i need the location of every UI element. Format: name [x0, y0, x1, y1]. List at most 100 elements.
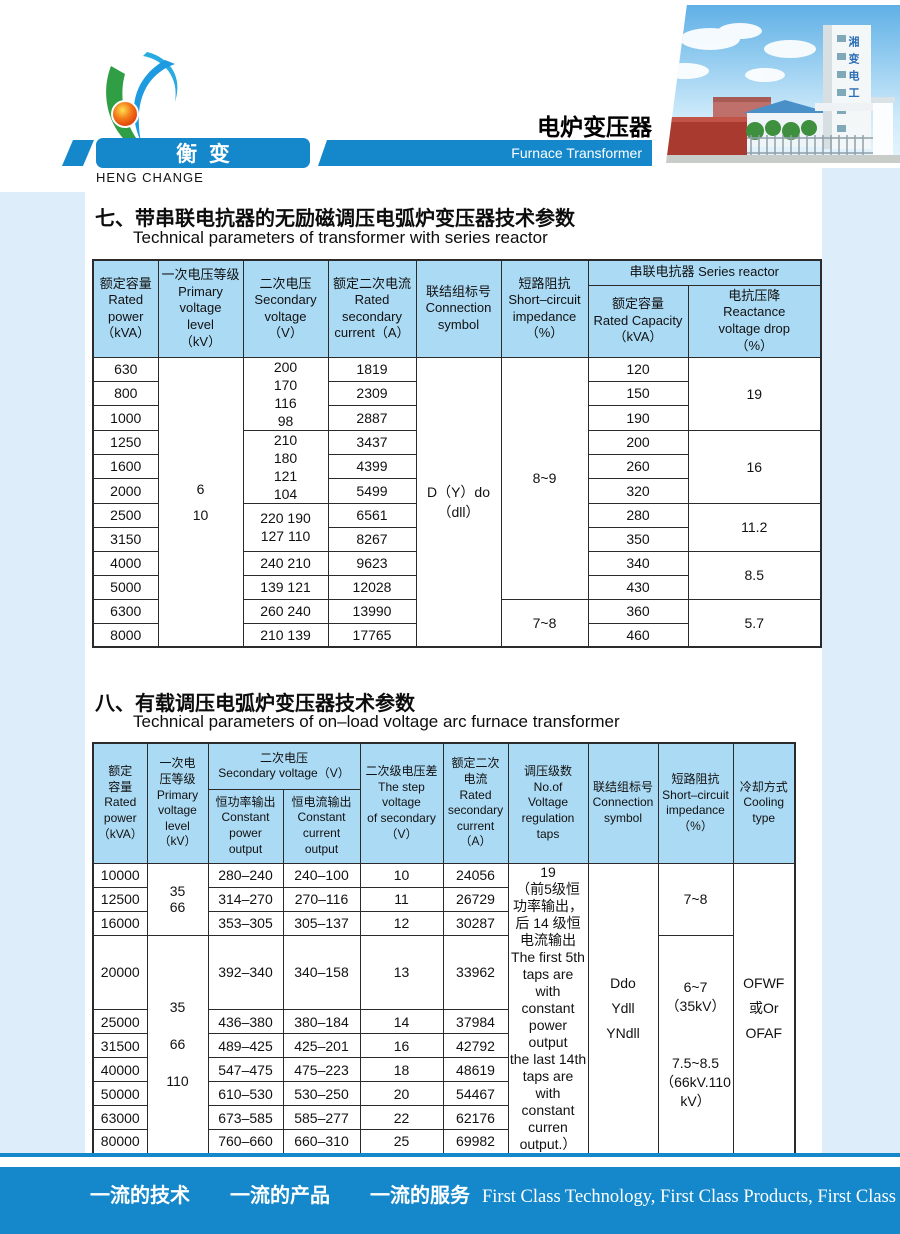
t1-r3-current: 3437 — [327, 429, 417, 455]
t1-header-current: 额定二次电流 Rated secondary current（A） — [327, 259, 417, 358]
t2-r2-step: 12 — [359, 910, 444, 936]
t2-taps-merged: 19 （前5级恒 功率输出， 后 14 级恒 电流输出 The first 5t… — [507, 862, 589, 1154]
t1-r8-power: 4000 — [92, 550, 159, 576]
t2-r7-current: 54467 — [442, 1081, 509, 1106]
right-margin-band — [822, 168, 900, 1153]
t2-connection-merged: Ddo Ydll YNdll — [587, 862, 659, 1154]
t1-secondary-4: 139 121 — [242, 574, 329, 600]
logo-ball — [111, 100, 139, 128]
page-title-en: Furnace Transformer — [511, 145, 642, 161]
t2-r9-power: 80000 — [92, 1129, 148, 1154]
t2-r0-constc: 240–100 — [282, 862, 361, 888]
photo-gate-pillar — [873, 100, 893, 157]
photo-red-wall — [666, 117, 747, 157]
t1-r8-current: 9623 — [327, 550, 417, 576]
t1-r11-capacity: 460 — [587, 622, 689, 648]
t1-header-secondary: 二次电压 Secondary voltage （V） — [242, 259, 329, 358]
t1-header-series-group: 串联电抗器 Series reactor — [587, 259, 822, 286]
t2-r3-constc: 340–158 — [282, 934, 361, 1010]
t2-r6-constp: 547–475 — [207, 1057, 284, 1082]
t2-r7-constp: 610–530 — [207, 1081, 284, 1106]
t1-r11-power: 8000 — [92, 622, 159, 648]
t2-header-cooling: 冷却方式 Cooling type — [732, 742, 796, 864]
t1-r9-capacity: 430 — [587, 574, 689, 600]
t2-header-taps: 调压级数 No.of Voltage regulation taps — [507, 742, 589, 864]
t1-r10-current: 13990 — [327, 598, 417, 624]
t1-drop-1: 16 — [687, 429, 822, 504]
t1-r2-power: 1000 — [92, 405, 159, 431]
t1-r7-capacity: 350 — [587, 526, 689, 552]
page-title-cn: 电炉变压器 — [537, 114, 652, 140]
t2-r0-power: 10000 — [92, 862, 148, 888]
t2-r6-power: 40000 — [92, 1057, 148, 1082]
t1-r5-power: 2000 — [92, 478, 159, 504]
t1-header-series-drop: 电抗压降 Reactance voltage drop （%） — [687, 284, 822, 358]
t1-impedance-1: 7~8 — [500, 598, 589, 648]
t2-header-secondary-group: 二次电压 Secondary voltage（V） — [207, 742, 361, 790]
t2-header-const-current: 恒电流输出 Constant current output — [282, 788, 361, 864]
t1-primary-merged: 6 10 — [157, 356, 244, 648]
t2-primary-0: 35 66 — [146, 862, 209, 936]
t2-r6-current: 48619 — [442, 1057, 509, 1082]
section8-title-en: Technical parameters of on–load voltage … — [133, 712, 620, 731]
t1-drop-3: 8.5 — [687, 550, 822, 600]
photo-gate-beam — [815, 103, 877, 111]
photo-tower-sign: 湘变电工 — [847, 36, 859, 104]
t2-r8-constp: 673–585 — [207, 1105, 284, 1130]
t1-r0-current: 1819 — [327, 356, 417, 382]
t2-impedance-0: 7~8 — [657, 862, 734, 936]
t2-r2-constp: 353–305 — [207, 910, 284, 936]
t1-drop-2: 11.2 — [687, 502, 822, 552]
t1-r4-current: 4399 — [327, 453, 417, 480]
t1-r11-current: 17765 — [327, 622, 417, 648]
t2-r7-constc: 530–250 — [282, 1081, 361, 1106]
t2-r6-step: 18 — [359, 1057, 444, 1082]
t2-r8-power: 63000 — [92, 1105, 148, 1130]
photo-clouds — [666, 23, 816, 82]
t1-header-power: 额定容量 Rated power （kVA） — [92, 259, 159, 358]
t1-r9-power: 5000 — [92, 574, 159, 600]
t2-header-connection: 联结组标号 Connection symbol — [587, 742, 659, 864]
t2-r7-step: 20 — [359, 1081, 444, 1106]
t1-drop-4: 5.7 — [687, 598, 822, 648]
t2-r5-constc: 425–201 — [282, 1033, 361, 1058]
t2-r4-constp: 436–380 — [207, 1009, 284, 1034]
t2-r8-step: 22 — [359, 1105, 444, 1130]
t1-header-primary: 一次电压等级 Primary voltage level （kV） — [157, 259, 244, 358]
t1-r8-capacity: 340 — [587, 550, 689, 576]
photo-fence — [747, 135, 873, 157]
t1-r10-power: 6300 — [92, 598, 159, 624]
series-reactor-table: 额定容量 Rated power （kVA） 一次电压等级 Primary vo… — [92, 259, 823, 648]
t2-r0-current: 24056 — [442, 862, 509, 888]
t2-r1-constc: 270–116 — [282, 886, 361, 912]
t1-r5-capacity: 320 — [587, 478, 689, 504]
brand-name-cn: 衡 变 — [176, 143, 230, 166]
t1-r6-power: 2500 — [92, 502, 159, 528]
t2-r4-constc: 380–184 — [282, 1009, 361, 1034]
t1-r1-power: 800 — [92, 380, 159, 407]
t1-header-series-capacity: 额定容量 Rated Capacity （kVA） — [587, 284, 689, 358]
t2-primary-1: 35 66 110 — [146, 934, 209, 1154]
t2-cooling-merged: OFWF 或Or OFAF — [732, 862, 796, 1154]
t2-r0-constp: 280–240 — [207, 862, 284, 888]
t2-r2-constc: 305–137 — [282, 910, 361, 936]
t1-r6-capacity: 280 — [587, 502, 689, 528]
t1-r2-current: 2887 — [327, 405, 417, 431]
left-margin-band — [0, 192, 85, 1153]
t2-r1-constp: 314–270 — [207, 886, 284, 912]
t2-r5-current: 42792 — [442, 1033, 509, 1058]
footer-text: 一流的技术 一流的产品 一流的服务 First Class Technology… — [90, 1179, 900, 1208]
t2-r9-constp: 760–660 — [207, 1129, 284, 1154]
t2-header-const-power: 恒功率输出 Constant power output — [207, 788, 284, 864]
t2-r8-current: 62176 — [442, 1105, 509, 1130]
t2-r3-current: 33962 — [442, 934, 509, 1010]
section7-title-en: Technical parameters of transformer with… — [133, 228, 548, 247]
t2-r5-constp: 489–425 — [207, 1033, 284, 1058]
t1-r7-current: 8267 — [327, 526, 417, 552]
t2-impedance-1: 6~7 （35kV） 7.5~8.5 （66kV.110 kV） — [657, 934, 734, 1154]
t2-r9-step: 25 — [359, 1129, 444, 1154]
t2-r5-power: 31500 — [92, 1033, 148, 1058]
section7-title-cn: 七、带串联电抗器的无励磁调压电弧炉变压器技术参数 — [95, 208, 575, 230]
logo-green-swoosh — [106, 66, 159, 160]
